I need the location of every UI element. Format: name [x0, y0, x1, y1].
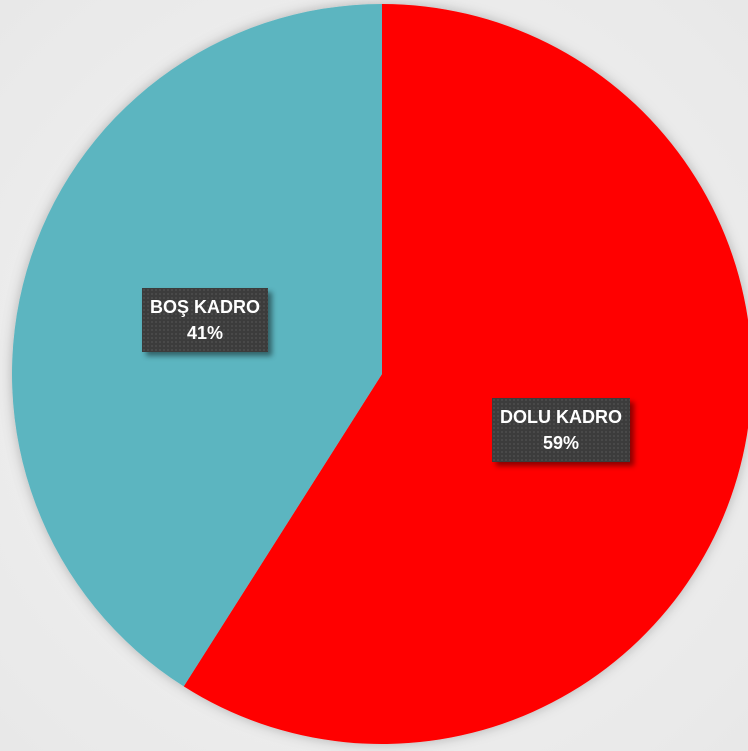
slice-label-bos-kadro: BOŞ KADRO 41%: [141, 288, 269, 352]
slice-percent-label: 41%: [186, 323, 224, 343]
pie-slices: [11, 4, 748, 744]
slice-category-label: BOŞ KADRO: [149, 297, 261, 317]
pie-slice-dolu-kadro: [183, 4, 748, 744]
slice-percent-label: 59%: [542, 433, 580, 453]
slice-label-dolu-kadro: DOLU KADRO 59%: [492, 398, 630, 462]
slice-category-label: DOLU KADRO: [500, 407, 622, 427]
